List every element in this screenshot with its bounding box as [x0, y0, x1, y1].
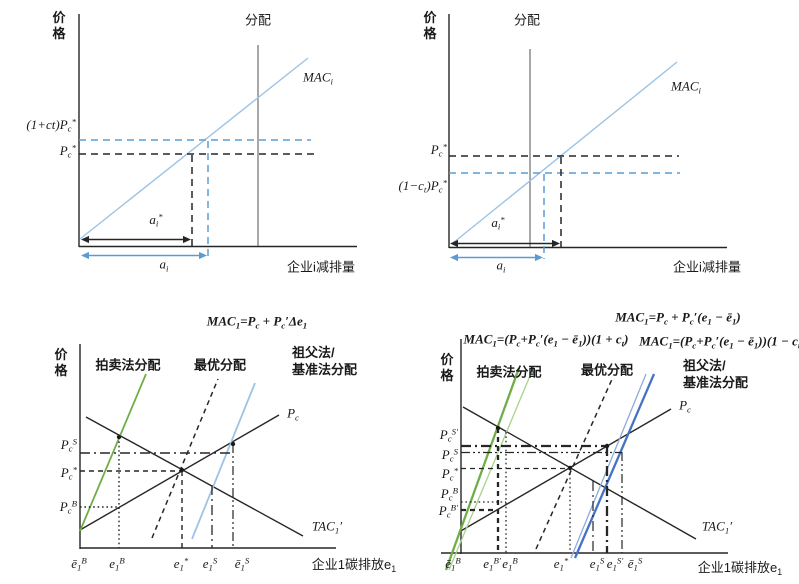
x-axis-label: 企业i减排量 [287, 259, 355, 275]
price-axis-label: 价格 [423, 10, 437, 42]
tac-curve-label: TAC1′ [311, 518, 343, 536]
taxed-abatement-arrow [81, 251, 207, 260]
taxed-abatement-arrow [450, 253, 543, 262]
auction-line [79, 373, 147, 532]
abatement-taxed-label: ai [159, 256, 169, 274]
grandfather-taxed-line [573, 373, 656, 559]
optimal-line [535, 376, 614, 550]
ytick-equilibrium-price: Pc* [430, 141, 447, 159]
xtick-ebar1-s: ē1S [234, 555, 250, 573]
ytick-equilibrium-price: Pc* [59, 142, 76, 160]
xtick-e1-b: e1B [502, 555, 518, 573]
grandfather-line [191, 382, 256, 540]
xtick-e1-s: e1S [589, 555, 605, 573]
ytick-pc-b: PcB [440, 485, 458, 503]
abatement-optimal-label: ai* [149, 211, 163, 229]
price-axis-label: 价格 [440, 352, 454, 384]
xtick-e1-star: e1* [553, 555, 569, 573]
xtick-e1-star: e1* [173, 555, 189, 573]
chart-bottom-right-plot [441, 339, 728, 571]
intersection-dot [604, 443, 610, 449]
mac-curve-label: MACi [303, 69, 333, 87]
allocation-label: 分配 [244, 12, 272, 28]
chart-bottom-left-plot [79, 344, 336, 549]
xtick-ebar1-b: ē1B [71, 555, 87, 573]
xtick-ebar1-b: ē1B [445, 555, 461, 573]
optimal-abatement-arrow [450, 239, 560, 248]
intersection-dot [230, 441, 236, 447]
xtick-e1-b: e1B [109, 555, 125, 573]
intersection-dot [116, 434, 122, 440]
chart-title-base: MAC1=Pc + Pc′(e1 − ē1) [615, 309, 741, 327]
pc-line [458, 408, 672, 533]
auction-line [448, 370, 533, 571]
chart-title-tax-plus: MAC1=(Pc+Pc′(e1 − ē1))(1 + ct) [463, 331, 629, 349]
xtick-ebar1-s: ē1S [627, 555, 643, 573]
chart-title-tax-minus: MAC1=(Pc+Pc′(e1 − ē1))(1 − ct) [639, 333, 799, 351]
ytick-taxed-price: (1+ct)Pc* [26, 116, 76, 134]
tac-line [462, 406, 697, 540]
tac-curve-label: TAC1′ [701, 518, 733, 536]
abatement-taxed-label: ai [496, 257, 506, 275]
grandfather-allocation-label: 祖父法/ 基准法分配 [292, 345, 358, 377]
auction-allocation-label: 拍卖法分配 [95, 357, 161, 373]
optimal-allocation-label: 最优分配 [193, 357, 247, 373]
xtick-e1-s: e1S [202, 555, 218, 573]
ytick-pc-s: PcS [60, 436, 77, 454]
mac-line [452, 61, 678, 244]
ytick-pc-star: Pc* [60, 464, 77, 482]
ytick-pc-b: PcB [59, 498, 77, 516]
mac-curve-label: MACi [671, 78, 701, 96]
ytick-pc-s: PcS [441, 446, 458, 464]
pc-curve-label: Pc [287, 405, 299, 423]
optimal-allocation-label: 最优分配 [580, 362, 634, 378]
ytick-pc-s-prime: PcS′ [439, 426, 458, 444]
x-axis-label: 企业1碳排放e1 [697, 560, 783, 577]
xtick-e1-b-prime: e1B′ [483, 555, 501, 573]
optimal-line [151, 378, 219, 539]
pc-curve-label: Pc [679, 397, 691, 415]
allocation-label: 分配 [513, 12, 541, 28]
optimal-abatement-arrow [81, 235, 191, 244]
mac-line [79, 57, 309, 240]
price-axis-label: 价格 [54, 347, 68, 379]
ytick-pc-star: Pc* [441, 465, 458, 483]
abatement-optimal-label: ai* [491, 214, 505, 232]
grandfather-allocation-label: 祖父法/ 基准法分配 [683, 358, 749, 390]
auction-allocation-label: 拍卖法分配 [476, 364, 542, 380]
x-axis-label: 企业i减排量 [673, 259, 741, 275]
intersection-dot [179, 467, 185, 473]
chart-top-left-plot [78, 14, 357, 260]
chart-title: MAC1=Pc + Pc′Δe1 [206, 313, 308, 331]
xtick-e1-s-prime: e1S′ [606, 555, 624, 573]
intersection-dot [567, 465, 573, 471]
ytick-pc-b-prime: PcB′ [438, 502, 458, 520]
tac-line [85, 416, 304, 537]
pc-line [79, 414, 280, 531]
chart-top-right-plot [448, 14, 727, 262]
price-axis-label: 价格 [52, 10, 66, 42]
grandfather-line [570, 373, 647, 559]
ytick-taxed-price: (1−ct)Pc* [398, 177, 447, 195]
x-axis-label: 企业1碳排放e1 [311, 557, 397, 574]
intersection-dot [495, 425, 501, 431]
